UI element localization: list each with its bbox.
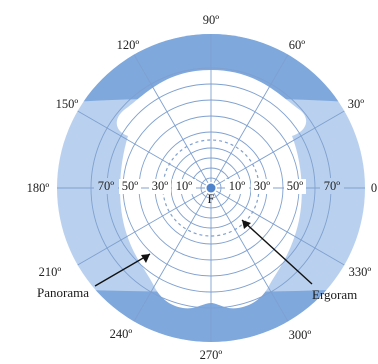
angle-label-120: 120º — [117, 38, 140, 52]
radial-label-right-30: 30º — [254, 179, 271, 193]
grid-spokes — [57, 34, 365, 342]
grid-spoke — [133, 192, 209, 322]
callout-left-leader — [94, 253, 151, 287]
grid-spoke — [213, 192, 289, 322]
angle-label-270: 270º — [200, 348, 223, 362]
grid-spoke — [213, 54, 289, 184]
grid-spoke — [215, 190, 345, 266]
angle-label-330: 330º — [349, 265, 372, 279]
angle-label-180: 180º — [27, 181, 50, 195]
angle-label-210: 210º — [39, 265, 62, 279]
radial-label-right-70: 70º — [324, 179, 341, 193]
radial-label-right-50: 50º — [287, 179, 304, 193]
angle-label-30: 30º — [348, 97, 365, 111]
grid-spoke — [77, 190, 207, 266]
arrow-head-icon — [242, 220, 251, 229]
callout-right: Ergoram — [241, 219, 357, 302]
radial-label-right-10: 10º — [229, 179, 246, 193]
radial-label-left-30: 30º — [152, 179, 169, 193]
callout-right-leader — [241, 219, 313, 285]
angle-label-60: 60º — [289, 38, 306, 52]
center-label: F — [208, 192, 215, 206]
angle-label-90: 90º — [203, 13, 220, 27]
angle-label-300: 300º — [289, 328, 312, 342]
arrow-head-icon — [141, 254, 150, 263]
angle-label-240: 240º — [110, 327, 133, 341]
angle-label-150: 150º — [56, 97, 79, 111]
grid-spoke — [215, 110, 345, 186]
callout-left: Panorama — [37, 253, 151, 300]
fixation-point-icon — [206, 183, 216, 193]
radial-label-left-10: 10º — [176, 179, 193, 193]
angle-label-0: 0 — [371, 181, 377, 195]
angle-labels: 90º 60º 30º 0 330º 300º 270º 240º 210º 1… — [27, 13, 377, 362]
callout-right-label: Ergoram — [312, 287, 357, 302]
radial-label-left-50: 50º — [122, 179, 139, 193]
radial-labels: 70º 50º 30º 10º 10º 30º 50º 70º — [94, 178, 344, 194]
grid-spoke — [133, 54, 209, 184]
radial-label-left-70: 70º — [98, 179, 115, 193]
grid-spoke — [77, 110, 207, 186]
callout-left-label: Panorama — [37, 285, 89, 300]
